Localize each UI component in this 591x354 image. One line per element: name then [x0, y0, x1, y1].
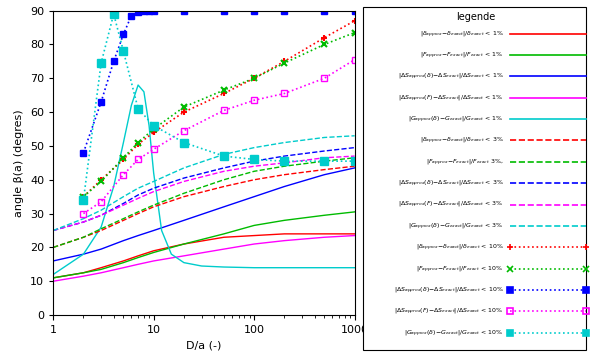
X-axis label: D/a (-): D/a (-)	[186, 340, 222, 350]
Text: |$G_{approx}(\delta)$−$G_{exact}$|/$G_{exact}$ < 1%: |$G_{approx}(\delta)$−$G_{exact}$|/$G_{e…	[408, 114, 504, 124]
Text: |$\Delta S_{approx}(\delta)$−$\Delta S_{exact}$|/$\Delta S_{exact}$ < 1%: |$\Delta S_{approx}(\delta)$−$\Delta S_{…	[398, 72, 504, 81]
Text: |$F_{approx}$−$F_{exact}$|/$F_{exact}$ < 10%: |$F_{approx}$−$F_{exact}$|/$F_{exact}$ <…	[417, 264, 504, 274]
Text: |$\Delta S_{approx}(F)$−$\Delta S_{exact}$|/$\Delta S_{exact}$ < 10%: |$\Delta S_{approx}(F)$−$\Delta S_{exact…	[394, 307, 504, 316]
Text: |$\Delta S_{approx}(\delta)$−$\Delta S_{exact}$|/$\Delta S_{exact}$ < 3%: |$\Delta S_{approx}(\delta)$−$\Delta S_{…	[398, 178, 504, 188]
Text: |$\delta_{approx}$−$\delta_{exact}$|/$\delta_{exact}$ < 1%: |$\delta_{approx}$−$\delta_{exact}$|/$\d…	[420, 29, 504, 39]
Text: legende: legende	[456, 12, 495, 22]
Text: |$\delta_{approx}$−$\delta_{exact}$|/$\delta_{exact}$ < 10%: |$\delta_{approx}$−$\delta_{exact}$|/$\d…	[415, 242, 504, 252]
Text: |$\Delta S_{approx}(F)$−$\Delta S_{exact}$|/$\Delta S_{exact}$ < 3%: |$\Delta S_{approx}(F)$−$\Delta S_{exact…	[398, 200, 504, 210]
Text: |$\Delta S_{approx}(\delta)$−$\Delta S_{exact}$|/$\Delta S_{exact}$ < 10%: |$\Delta S_{approx}(\delta)$−$\Delta S_{…	[394, 285, 504, 295]
Text: |$G_{approx}(\delta)$−$G_{exact}$|/$G_{exact}$ < 10%: |$G_{approx}(\delta)$−$G_{exact}$|/$G_{e…	[404, 328, 504, 338]
Text: |$\delta_{approx}$−$\delta_{exact}$|/$\delta_{exact}$ < 3%: |$\delta_{approx}$−$\delta_{exact}$|/$\d…	[420, 136, 504, 145]
Text: |$G_{approx}(\delta)$−$G_{exact}$|/$G_{exact}$ < 3%: |$G_{approx}(\delta)$−$G_{exact}$|/$G_{e…	[408, 221, 504, 231]
Text: |$F_{approx}$−$F_{exact}$|/$F_{exact}$ 3%,: |$F_{approx}$−$F_{exact}$|/$F_{exact}$ 3…	[426, 157, 504, 167]
Text: |$F_{approx}$−$F_{exact}$|/$F_{exact}$ < 1%: |$F_{approx}$−$F_{exact}$|/$F_{exact}$ <…	[420, 50, 504, 60]
FancyBboxPatch shape	[363, 7, 586, 350]
Text: |$\Delta S_{approx}(F)$−$\Delta S_{exact}$|/$\Delta S_{exact}$ < 1%: |$\Delta S_{approx}(F)$−$\Delta S_{exact…	[398, 93, 504, 103]
Y-axis label: angle β(a) (degres): angle β(a) (degres)	[15, 109, 24, 217]
